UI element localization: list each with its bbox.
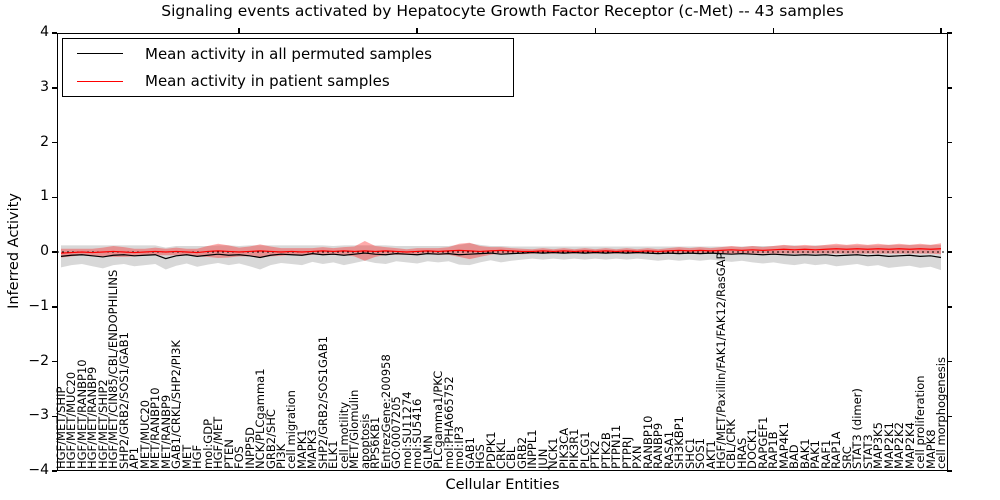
y-tick-label: 4: [40, 24, 49, 40]
y-tick-mark: [946, 196, 952, 198]
y-tick-mark: [52, 87, 57, 89]
y-tick-label: 1: [40, 188, 49, 205]
y-tick-mark: [946, 415, 952, 417]
y-tick-mark: [946, 251, 952, 253]
line-permuted: [60, 251, 942, 260]
chart-title: Signaling events activated by Hepatocyte…: [161, 2, 844, 20]
legend: Mean activity in all permuted samples Me…: [62, 38, 514, 97]
x-tick-mark: [772, 28, 775, 33]
y-tick-label: −2: [28, 352, 49, 369]
y-tick-mark: [52, 196, 57, 198]
legend-item-permuted: Mean activity in all permuted samples: [63, 41, 513, 67]
y-tick-mark: [52, 306, 57, 308]
y-tick-mark: [946, 470, 952, 472]
y-tick-label: 0: [40, 243, 49, 259]
x-tick-mark: [940, 28, 942, 33]
y-axis-title: Inferred Activity: [6, 193, 22, 309]
legend-label: Mean activity in all permuted samples: [145, 44, 432, 63]
x-tick-mark: [238, 28, 240, 33]
red-line-icon: [77, 80, 123, 82]
y-tick-label: 2: [40, 133, 49, 150]
plot-canvas: [57, 241, 948, 271]
black-line-icon: [77, 53, 123, 55]
y-tick-mark: [946, 87, 952, 89]
y-tick-label: −1: [28, 297, 49, 314]
y-tick-label: 3: [40, 78, 49, 95]
x-tick-mark: [594, 28, 597, 33]
y-tick-mark: [52, 415, 57, 417]
y-tick-label: −3: [28, 407, 49, 424]
y-tick-mark: [52, 141, 57, 144]
y-tick-mark: [52, 32, 57, 34]
y-tick-mark: [946, 306, 952, 308]
x-tick-mark: [416, 28, 418, 33]
x-tick-label: cell morphogenesis: [934, 357, 948, 469]
y-tick-mark: [946, 141, 952, 144]
legend-label: Mean activity in patient samples: [145, 72, 390, 91]
y-tick-mark: [52, 251, 57, 253]
legend-item-patient: Mean activity in patient samples: [63, 68, 513, 94]
line-patient: [60, 248, 942, 254]
y-tick-mark: [946, 360, 952, 363]
y-tick-mark: [946, 32, 952, 34]
y-tick-label: −4: [28, 462, 49, 478]
x-axis-title: Cellular Entities: [445, 477, 560, 493]
y-tick-mark: [52, 360, 57, 363]
y-tick-mark: [52, 470, 57, 472]
